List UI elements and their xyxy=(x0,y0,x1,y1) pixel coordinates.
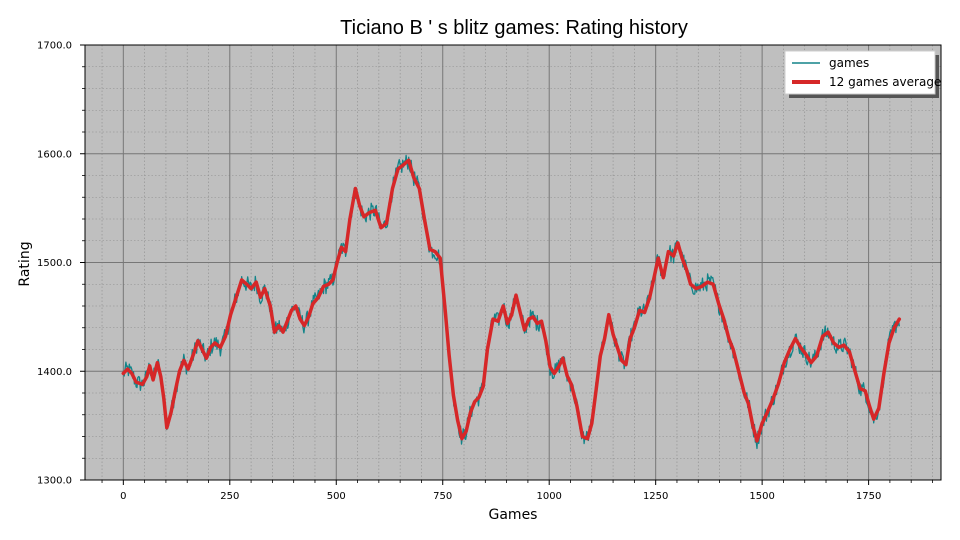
legend-label-games: games xyxy=(829,56,869,70)
y-axis-label: Rating xyxy=(17,241,33,286)
x-tick-label: 1000 xyxy=(536,491,561,502)
y-tick-label: 1500.0 xyxy=(37,258,72,269)
y-axis-ticks: 1300.0 1400.0 1500.0 1600.0 1700.0 xyxy=(37,41,85,487)
x-axis-ticks: 0 250 500 750 1000 1250 1500 1750 xyxy=(101,480,933,502)
legend: games 12 games average xyxy=(784,50,941,98)
legend-label-average: 12 games average xyxy=(829,75,941,89)
x-tick-label: 0 xyxy=(120,491,126,502)
x-tick-label: 750 xyxy=(433,491,452,502)
y-tick-label: 1600.0 xyxy=(37,149,72,160)
chart-title: Ticiano B ' s blitz games: Rating histor… xyxy=(340,17,688,39)
y-tick-label: 1300.0 xyxy=(37,476,72,487)
x-tick-label: 1250 xyxy=(643,491,668,502)
x-axis-label: Games xyxy=(489,507,538,523)
y-tick-label: 1700.0 xyxy=(37,41,72,52)
average-series xyxy=(121,158,902,443)
legend-box xyxy=(784,50,936,95)
x-tick-label: 1750 xyxy=(856,491,881,502)
y-tick-label: 1400.0 xyxy=(37,367,72,378)
x-tick-label: 1500 xyxy=(749,491,774,502)
x-tick-label: 500 xyxy=(327,491,346,502)
x-tick-label: 250 xyxy=(220,491,239,502)
average-line xyxy=(121,158,902,443)
